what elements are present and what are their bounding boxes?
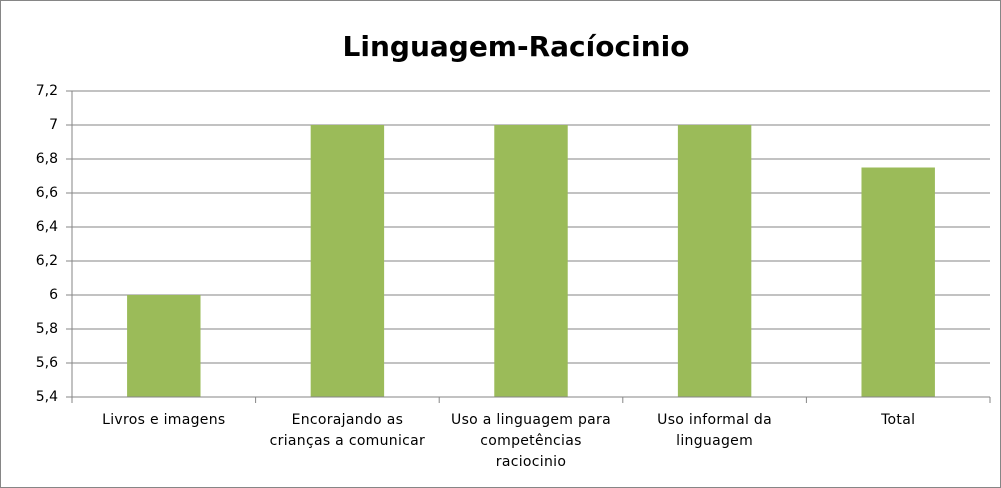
- x-tick-label: Uso a linguagem para competências racioc…: [451, 412, 611, 470]
- chart-title: Linguagem-Racíocinio: [343, 30, 690, 63]
- y-tick-label: 6,6: [36, 185, 58, 201]
- y-tick-label: 5,6: [36, 355, 58, 371]
- y-tick-label: 5,8: [36, 321, 58, 337]
- y-tick-label: 6,4: [36, 219, 58, 235]
- y-tick-label: 6,2: [36, 253, 58, 269]
- y-tick-label: 5,4: [36, 389, 58, 405]
- x-tick-label: Encorajando as crianças a comunicar: [269, 412, 426, 449]
- y-tick-label: 6,8: [36, 151, 58, 167]
- y-tick-label: 7: [49, 117, 58, 133]
- y-tick-label: 6: [49, 287, 58, 303]
- x-tick-label: Uso informal da linguagem: [657, 412, 773, 449]
- x-tick-label: Total: [881, 412, 916, 428]
- bar: [861, 167, 935, 397]
- bar: [310, 125, 385, 397]
- y-tick-label: 7,2: [36, 83, 58, 99]
- bar: [127, 295, 201, 397]
- x-tick-label: Livros e imagens: [102, 412, 226, 428]
- bar: [494, 125, 568, 397]
- bar: [677, 125, 752, 397]
